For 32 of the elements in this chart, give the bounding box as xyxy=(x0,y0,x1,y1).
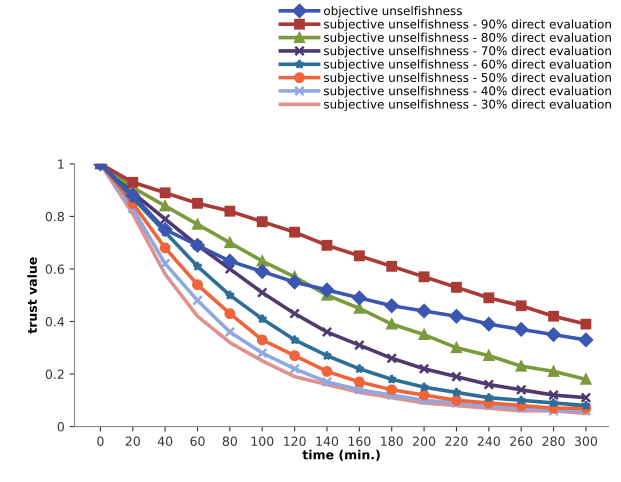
legend-label: subjective unselfishness - 60% direct evaluation xyxy=(324,59,611,71)
x-tick-label: 140 xyxy=(316,436,338,446)
x-tick-label: 0 xyxy=(97,436,104,446)
x-axis-title: time (min.) xyxy=(302,450,380,461)
y-axis-title: trust value xyxy=(27,257,37,334)
legend-label: objective unselfishness xyxy=(324,6,462,18)
x-tick-label: 120 xyxy=(284,436,306,446)
y-tick-label: 0.8 xyxy=(46,212,64,222)
legend-label: subjective unselfishness - 70% direct evaluation xyxy=(324,46,611,58)
x-tick-label: 100 xyxy=(252,436,274,446)
x-tick-label: 240 xyxy=(478,436,500,446)
x-tick-label: 40 xyxy=(158,436,172,446)
legend-label: subjective unselfishness - 40% direct evaluation xyxy=(324,86,611,98)
y-tick-label: 1 xyxy=(58,160,64,169)
legend-label: subjective unselfishness - 90% direct evaluation xyxy=(324,19,611,31)
y-tick-label: 0.6 xyxy=(46,264,64,274)
x-tick-label: 220 xyxy=(445,436,468,446)
x-tick-label: 280 xyxy=(542,436,565,446)
x-tick-label: 300 xyxy=(574,436,598,446)
legend-label: subjective unselfishness - 80% direct evaluation xyxy=(324,32,611,44)
x-tick-label: 260 xyxy=(510,436,532,446)
y-tick-label: 0.2 xyxy=(46,370,64,379)
x-tick-label: 180 xyxy=(381,436,403,446)
y-tick-label: 0.4 xyxy=(46,316,64,326)
x-tick-label: 20 xyxy=(126,436,140,446)
x-tick-label: 80 xyxy=(222,436,238,446)
x-tick-label: 60 xyxy=(190,436,205,446)
legend-label: subjective unselfishness - 50% direct evaluation xyxy=(324,72,611,84)
y-tick-label: 0 xyxy=(58,422,64,432)
x-tick-label: 200 xyxy=(413,436,436,446)
legend-label: subjective unselfishness - 30% direct evaluation xyxy=(324,99,611,111)
x-tick-label: 160 xyxy=(348,436,370,446)
